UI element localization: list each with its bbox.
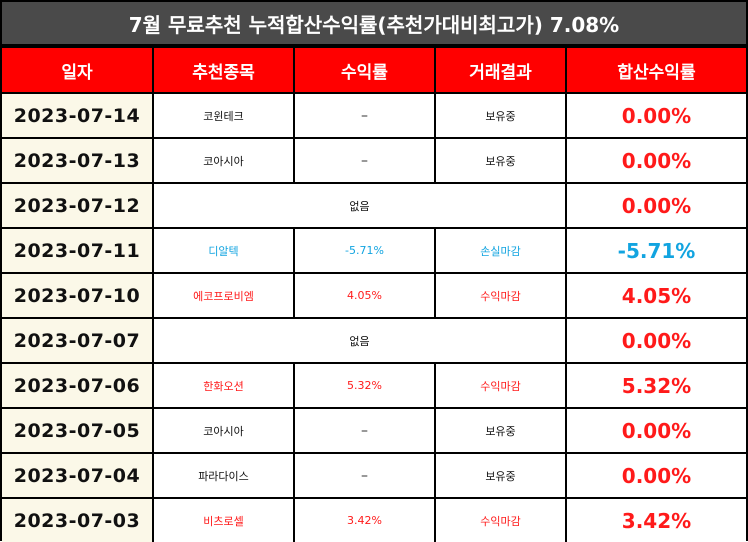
table-row: 2023-07-04 파라다이스 – 보유중 0.00% — [2, 452, 746, 499]
row-total: 0.00% — [565, 317, 746, 364]
row-stock: 코아시아 — [152, 407, 295, 454]
row-stock: 코아시아 — [152, 137, 295, 184]
row-result: 수익마감 — [434, 272, 567, 319]
table-row: 2023-07-13 코아시아 – 보유중 0.00% — [2, 137, 746, 184]
row-date: 2023-07-04 — [2, 452, 154, 499]
row-result: 보유중 — [434, 452, 567, 499]
row-return: 5.32% — [293, 362, 436, 409]
row-total: 0.00% — [565, 407, 746, 454]
row-return: – — [293, 452, 436, 499]
table-row: 2023-07-12 없음 0.00% — [2, 182, 746, 229]
row-total: 4.05% — [565, 272, 746, 319]
row-result: 보유중 — [434, 92, 567, 139]
row-total: 0.00% — [565, 182, 746, 229]
row-result: 수익마감 — [434, 497, 567, 542]
row-date: 2023-07-03 — [2, 497, 154, 542]
row-result: 보유중 — [434, 137, 567, 184]
row-stock: 파라다이스 — [152, 452, 295, 499]
header-return: 수익률 — [293, 46, 436, 94]
row-return: – — [293, 407, 436, 454]
row-total: 0.00% — [565, 452, 746, 499]
row-no-recommendation: 없음 — [152, 182, 567, 229]
row-return: – — [293, 92, 436, 139]
row-total: 0.00% — [565, 92, 746, 139]
row-date: 2023-07-14 — [2, 92, 154, 139]
row-return: -5.71% — [293, 227, 436, 274]
row-stock: 디알텍 — [152, 227, 295, 274]
row-date: 2023-07-11 — [2, 227, 154, 274]
row-stock: 에코프로비엠 — [152, 272, 295, 319]
row-no-recommendation: 없음 — [152, 317, 567, 364]
row-result: 손실마감 — [434, 227, 567, 274]
header-stock: 추천종목 — [152, 46, 295, 94]
table-row: 2023-07-06 한화오션 5.32% 수익마감 5.32% — [2, 362, 746, 409]
row-stock: 한화오션 — [152, 362, 295, 409]
header-row: 일자 추천종목 수익률 거래결과 합산수익률 — [2, 46, 746, 94]
table-row: 2023-07-07 없음 0.00% — [2, 317, 746, 364]
table-row: 2023-07-05 코아시아 – 보유중 0.00% — [2, 407, 746, 454]
header-result: 거래결과 — [434, 46, 567, 94]
table-body: 2023-07-14 코윈테크 – 보유중 0.00% 2023-07-13 코… — [2, 92, 746, 542]
row-date: 2023-07-13 — [2, 137, 154, 184]
row-return: – — [293, 137, 436, 184]
header-total: 합산수익률 — [565, 46, 746, 94]
row-return: 3.42% — [293, 497, 436, 542]
table-row: 2023-07-11 디알텍 -5.71% 손실마감 -5.71% — [2, 227, 746, 274]
row-date: 2023-07-05 — [2, 407, 154, 454]
returns-table: 일자 추천종목 수익률 거래결과 합산수익률 2023-07-14 코윈테크 –… — [2, 46, 746, 542]
row-total: 0.00% — [565, 137, 746, 184]
row-total: -5.71% — [565, 227, 746, 274]
row-result: 보유중 — [434, 407, 567, 454]
header-date: 일자 — [2, 46, 154, 94]
table-row: 2023-07-03 비츠로셀 3.42% 수익마감 3.42% — [2, 497, 746, 542]
row-total: 5.32% — [565, 362, 746, 409]
row-date: 2023-07-10 — [2, 272, 154, 319]
row-date: 2023-07-07 — [2, 317, 154, 364]
row-total: 3.42% — [565, 497, 746, 542]
row-result: 수익마감 — [434, 362, 567, 409]
row-date: 2023-07-06 — [2, 362, 154, 409]
row-return: 4.05% — [293, 272, 436, 319]
row-date: 2023-07-12 — [2, 182, 154, 229]
table-row: 2023-07-10 에코프로비엠 4.05% 수익마감 4.05% — [2, 272, 746, 319]
table-row: 2023-07-14 코윈테크 – 보유중 0.00% — [2, 92, 746, 139]
row-stock: 비츠로셀 — [152, 497, 295, 542]
table-title: 7월 무료추천 누적합산수익률(추천가대비최고가) 7.08% — [2, 2, 746, 46]
row-stock: 코윈테크 — [152, 92, 295, 139]
